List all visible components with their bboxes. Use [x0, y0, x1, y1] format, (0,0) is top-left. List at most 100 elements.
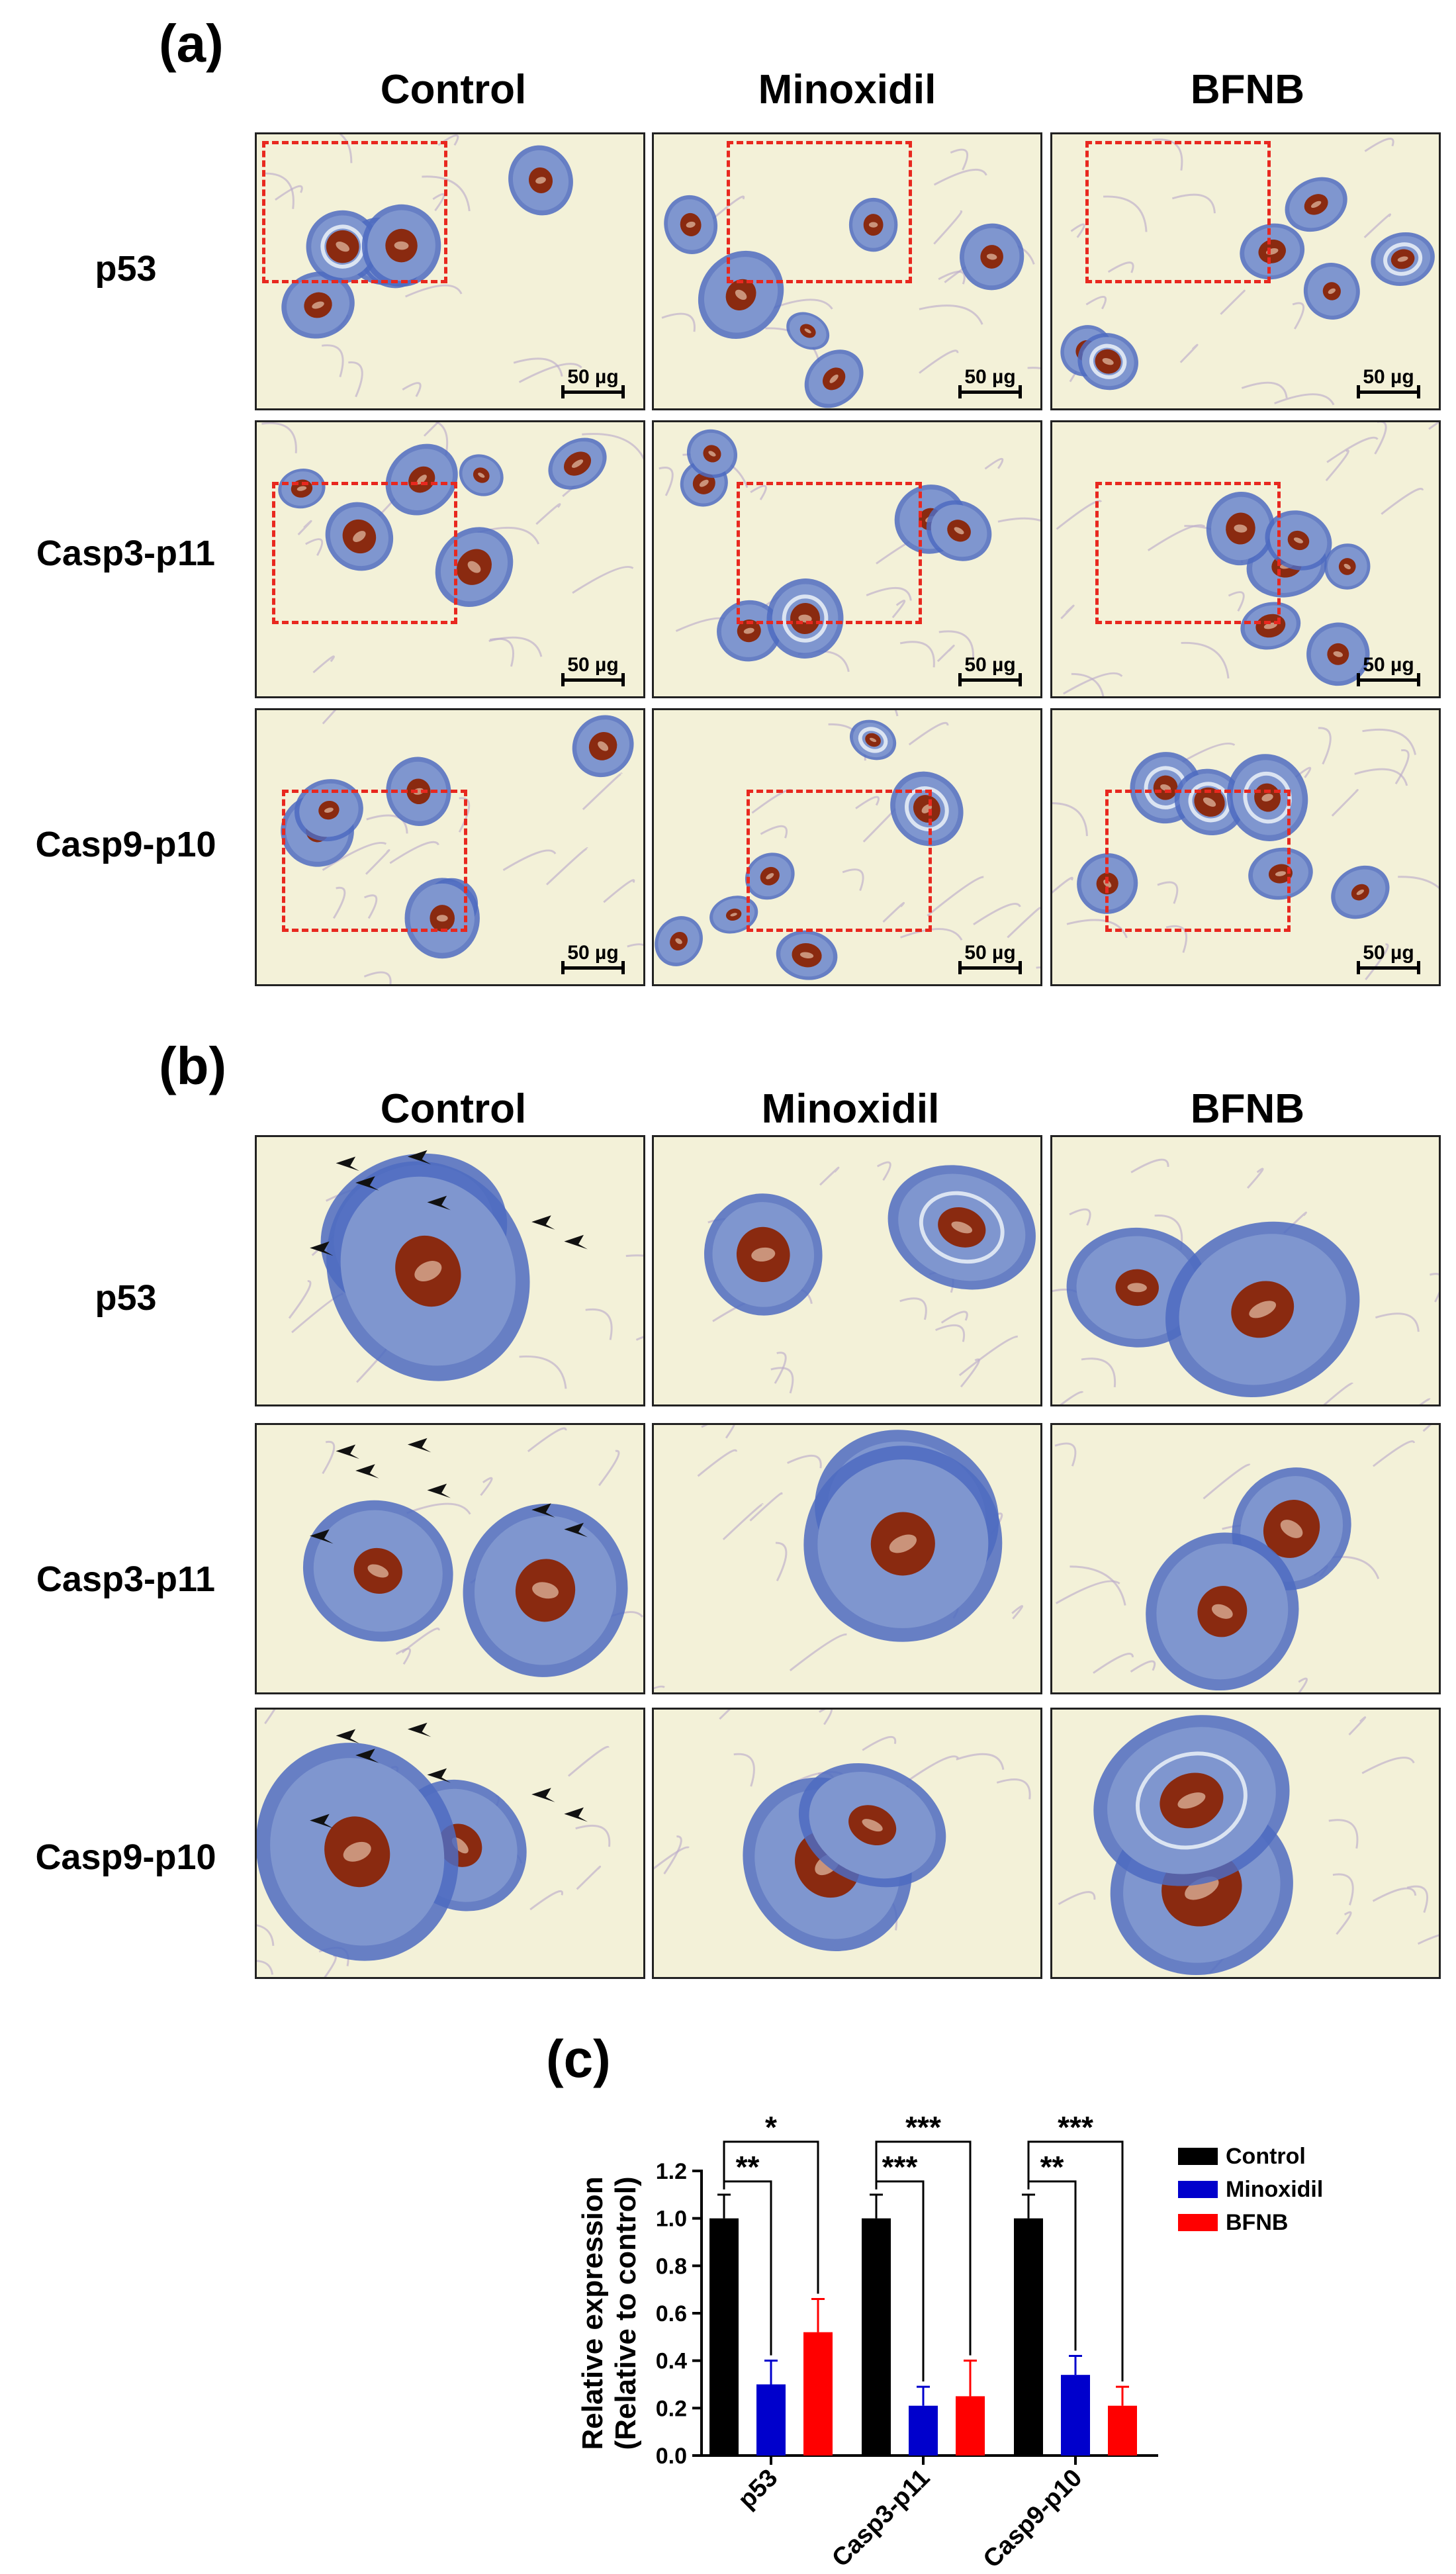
legend-swatch-Control: [1178, 2148, 1218, 2165]
panel-b-row-casp9: Casp9-p10: [35, 1837, 216, 1877]
y-axis-label: Relative expression: [576, 2176, 609, 2450]
x-tick-label-Casp9-p10: Casp9-p10: [978, 2464, 1088, 2568]
zoom-casp3-minoxidil: [652, 1423, 1042, 1694]
arrow-icon: [427, 1768, 451, 1783]
arrow-icon: [310, 1529, 334, 1544]
scale-bar: 50 µg: [1357, 654, 1420, 686]
magnified-region-box: [1095, 482, 1281, 624]
arrow-icon: [564, 1234, 588, 1250]
significance-label: **: [736, 2150, 760, 2184]
relative-expression-chart: 0.0 0.2 0.4 0.6 0.8 1.0 1.2 Relative expression…: [576, 2110, 1323, 2568]
zoom-casp9-minoxidil: [652, 1708, 1042, 1979]
bar-p53-BFNB: [803, 2332, 833, 2456]
scale-bar-label: 50 µg: [567, 942, 619, 964]
y-axis-label-2: (Relative to control): [610, 2176, 642, 2450]
arrow-icon: [407, 1722, 432, 1737]
scale-bar: 50 µg: [958, 366, 1022, 398]
scale-bar: 50 µg: [1357, 366, 1420, 398]
panel-a-col-control: Control: [380, 67, 527, 113]
panel-b-label: (b): [159, 1036, 227, 1095]
zoom-casp3-bfnb: [1050, 1423, 1441, 1694]
arrow-icon: [355, 1464, 379, 1479]
arrow-icon: [531, 1788, 555, 1802]
y-tick-label: 1.0: [656, 2207, 687, 2232]
arrow-icon: [531, 1503, 555, 1518]
scale-bar-label: 50 µg: [567, 654, 619, 676]
micrograph-p53-bfnb: 50 µg: [1050, 132, 1441, 410]
panel-a-row-casp9: Casp9-p10: [35, 825, 216, 864]
arrow-markers: [310, 1722, 588, 1829]
bar-Casp3-p11-BFNB: [956, 2396, 985, 2456]
legend-swatch-BFNB: [1178, 2214, 1218, 2231]
micrograph-casp9-minoxidil: 50 µg: [652, 708, 1042, 986]
arrow-icon: [531, 1215, 555, 1230]
magnified-region-box: [272, 482, 457, 624]
significance-bracket: [875, 2140, 972, 2356]
bar-Casp9-p10-Minoxidil: [1061, 2375, 1090, 2456]
arrow-icon: [564, 1807, 588, 1822]
micrograph-casp3-minoxidil: 50 µg: [652, 420, 1042, 698]
panel-a-row-p53: p53: [95, 249, 157, 289]
significance-bracket: [1027, 2140, 1124, 2382]
arrow-icon: [355, 1176, 379, 1191]
scale-bar-label: 50 µg: [964, 942, 1016, 964]
magnified-region-box: [727, 141, 912, 283]
y-tick-label: 0.8: [656, 2254, 687, 2279]
zoom-p53-bfnb: [1050, 1135, 1441, 1406]
legend-label-Minoxidil: Minoxidil: [1226, 2177, 1323, 2202]
micrograph-casp9-control: 50 µg: [255, 708, 645, 986]
micrograph-casp9-bfnb: 50 µg: [1050, 708, 1441, 986]
y-tick-label: 0.6: [656, 2301, 687, 2326]
bar-Casp9-p10-BFNB: [1108, 2405, 1137, 2456]
legend-label-BFNB: BFNB: [1226, 2210, 1288, 2235]
panel-b-row-p53: p53: [95, 1278, 157, 1318]
y-tick-label: 0.2: [656, 2396, 687, 2421]
scale-bar-label: 50 µg: [567, 366, 619, 388]
bar-p53-Control: [709, 2218, 739, 2456]
significance-label: **: [1040, 2150, 1064, 2184]
arrow-icon: [427, 1195, 451, 1211]
x-tick-label-Casp3-p11: Casp3-p11: [827, 2464, 935, 2568]
panel-b-col-control: Control: [380, 1086, 527, 1132]
arrow-icon: [427, 1483, 451, 1498]
y-tick-label: 0.4: [656, 2349, 687, 2374]
x-tick-label-p53: p53: [733, 2464, 783, 2514]
panel-a-row-casp3: Casp3-p11: [36, 533, 216, 573]
arrow-icon: [310, 1814, 334, 1829]
bar-Casp3-p11-Control: [862, 2218, 891, 2456]
arrow-icon: [310, 1241, 334, 1256]
arrow-icon: [336, 1156, 360, 1172]
magnified-region-box: [1085, 141, 1271, 283]
arrow-markers: [310, 1150, 588, 1256]
magnified-region-box: [747, 790, 932, 932]
scale-bar: 50 µg: [561, 654, 625, 686]
scale-bar-label: 50 µg: [1363, 654, 1414, 676]
y-tick-label: 0.0: [656, 2444, 687, 2469]
scale-bar-label: 50 µg: [1363, 366, 1414, 388]
arrow-icon: [407, 1150, 432, 1165]
scale-bar: 50 µg: [1357, 942, 1420, 974]
bar-Casp3-p11-Minoxidil: [909, 2405, 938, 2456]
magnified-region-box: [262, 141, 447, 283]
magnified-region-box: [737, 482, 922, 624]
panel-a-col-bfnb: BFNB: [1190, 67, 1305, 113]
scale-bar-label: 50 µg: [1363, 942, 1414, 964]
zoom-casp9-control: [255, 1708, 645, 1979]
zoom-casp3-control: [255, 1423, 645, 1694]
scale-bar-label: 50 µg: [964, 366, 1016, 388]
panel-b-row-casp3: Casp3-p11: [36, 1559, 216, 1599]
panel-b-col-minoxidil: Minoxidil: [761, 1086, 940, 1132]
micrograph-casp3-bfnb: 50 µg: [1050, 420, 1441, 698]
arrow-icon: [564, 1522, 588, 1538]
scale-bar: 50 µg: [561, 366, 625, 398]
zoom-p53-control: [255, 1135, 645, 1406]
magnified-region-box: [282, 790, 467, 932]
y-tick-label: 1.2: [656, 2159, 687, 2184]
significance-label: ***: [882, 2150, 918, 2184]
significance-bracket: [723, 2140, 819, 2294]
panel-a-col-minoxidil: Minoxidil: [758, 67, 936, 113]
micrograph-casp3-control: 50 µg: [255, 420, 645, 698]
magnified-region-box: [1105, 790, 1291, 932]
zoom-p53-minoxidil: [652, 1135, 1042, 1406]
legend-label-Control: Control: [1226, 2144, 1306, 2169]
